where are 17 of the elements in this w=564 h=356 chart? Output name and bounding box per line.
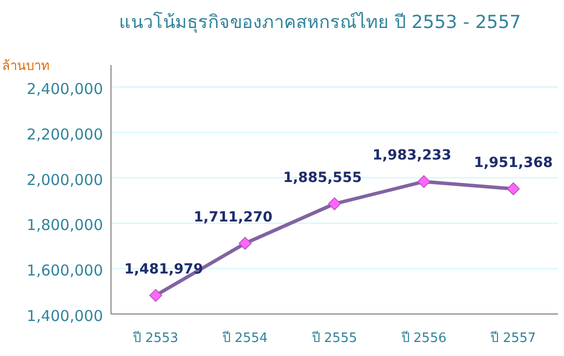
x-tick-label: ปี 2556 xyxy=(400,330,447,346)
x-tick-label: ปี 2554 xyxy=(221,330,268,346)
y-tick-label: 2,200,000 xyxy=(26,125,103,144)
x-tick-label: ปี 2553 xyxy=(132,330,178,346)
data-label: 1,885,555 xyxy=(283,170,362,186)
data-label: 1,983,233 xyxy=(372,148,452,164)
y-tick-label: 1,600,000 xyxy=(26,262,103,280)
x-tick-label: ปี 2555 xyxy=(310,330,358,346)
y-tick-label: 2,400,000 xyxy=(26,80,103,98)
ylabel: ล้านบาท xyxy=(2,59,50,74)
y-tick-label: 1,400,000 xyxy=(26,307,103,325)
x-tick-label: ปี 2557 xyxy=(490,330,536,346)
y-tick-label: 2,000,000 xyxy=(26,170,103,189)
y-tick-label: 1,800,000 xyxy=(26,216,103,234)
data-label: 1,951,368 xyxy=(474,154,553,171)
data-label: 1,711,270 xyxy=(194,209,273,226)
title: แนวโน้มธุรกิจของภาคสหกรณ์ไทย ปี 2553 - 2557 xyxy=(119,12,521,33)
